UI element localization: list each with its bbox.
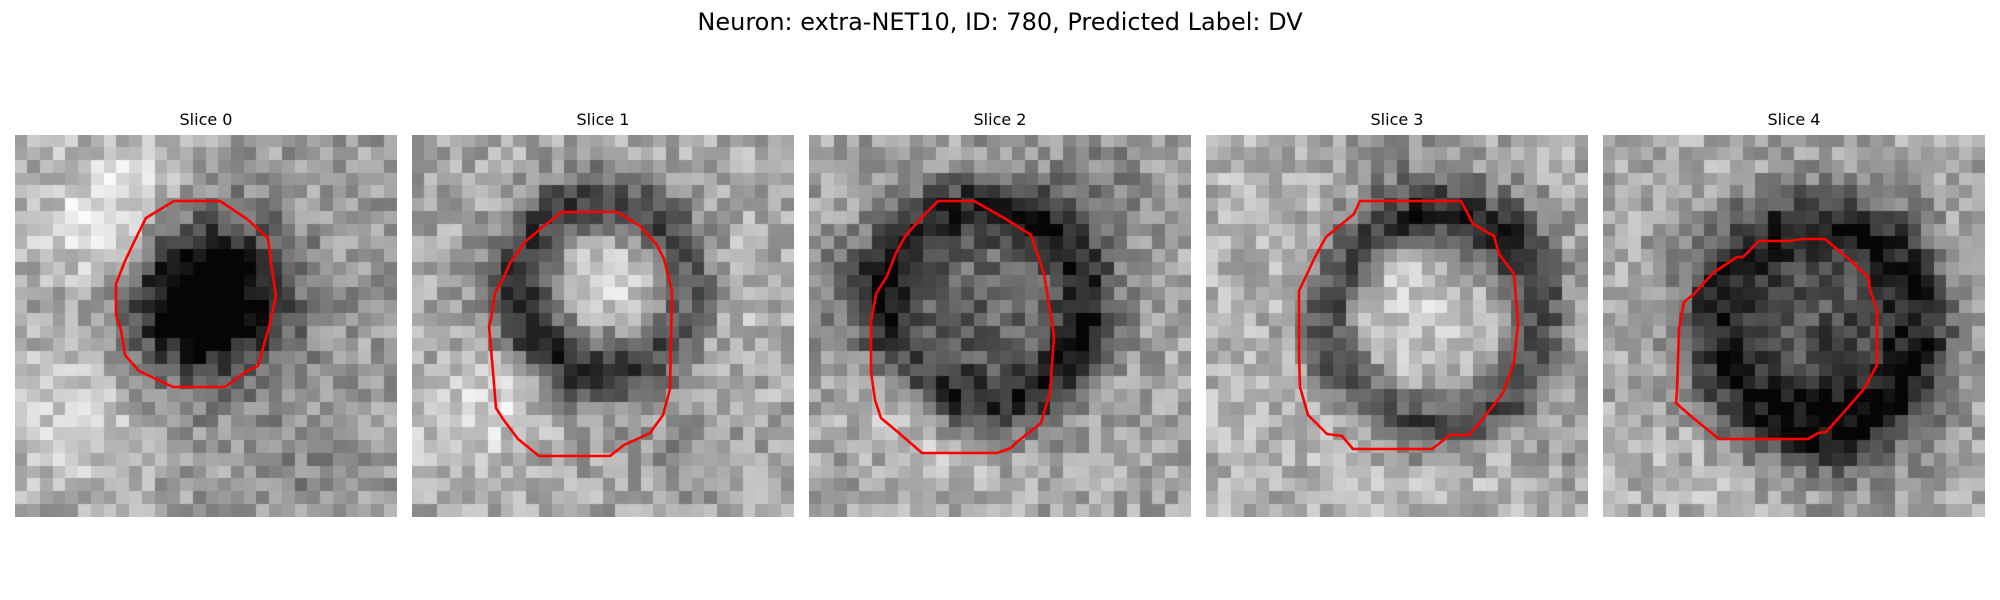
roi-contour <box>114 199 278 389</box>
slice-image-frame <box>15 135 397 517</box>
slice-title: Slice 0 <box>179 110 233 129</box>
grayscale-slice-image <box>15 135 397 517</box>
slice-panel: Slice 2 <box>809 108 1191 517</box>
roi-contour <box>1674 237 1879 441</box>
roi-contour-overlay <box>487 210 674 458</box>
slice-image-frame <box>412 135 794 517</box>
slice-image-frame <box>1206 135 1588 517</box>
slice-title: Slice 4 <box>1767 110 1821 129</box>
grayscale-slice-image <box>1603 135 1985 517</box>
roi-contour <box>869 199 1056 455</box>
slice-title: Slice 1 <box>576 110 630 129</box>
roi-contour <box>1297 199 1520 451</box>
slice-image-frame <box>809 135 1191 517</box>
slice-panel: Slice 3 <box>1206 108 1588 517</box>
roi-contour <box>487 210 674 458</box>
roi-contour-overlay <box>1297 199 1520 451</box>
slice-panel: Slice 0 <box>15 108 397 517</box>
slice-title: Slice 3 <box>1370 110 1424 129</box>
grayscale-slice-image <box>412 135 794 517</box>
grayscale-slice-image <box>1206 135 1588 517</box>
figure-title: Neuron: extra-NET10, ID: 780, Predicted … <box>697 8 1303 36</box>
roi-contour-overlay <box>1674 237 1879 441</box>
slice-title: Slice 2 <box>973 110 1027 129</box>
slice-panel: Slice 1 <box>412 108 794 517</box>
roi-contour-overlay <box>114 199 278 389</box>
roi-contour-overlay <box>869 199 1056 455</box>
slice-panel: Slice 4 <box>1603 108 1985 517</box>
slice-image-frame <box>1603 135 1985 517</box>
grayscale-slice-image <box>809 135 1191 517</box>
